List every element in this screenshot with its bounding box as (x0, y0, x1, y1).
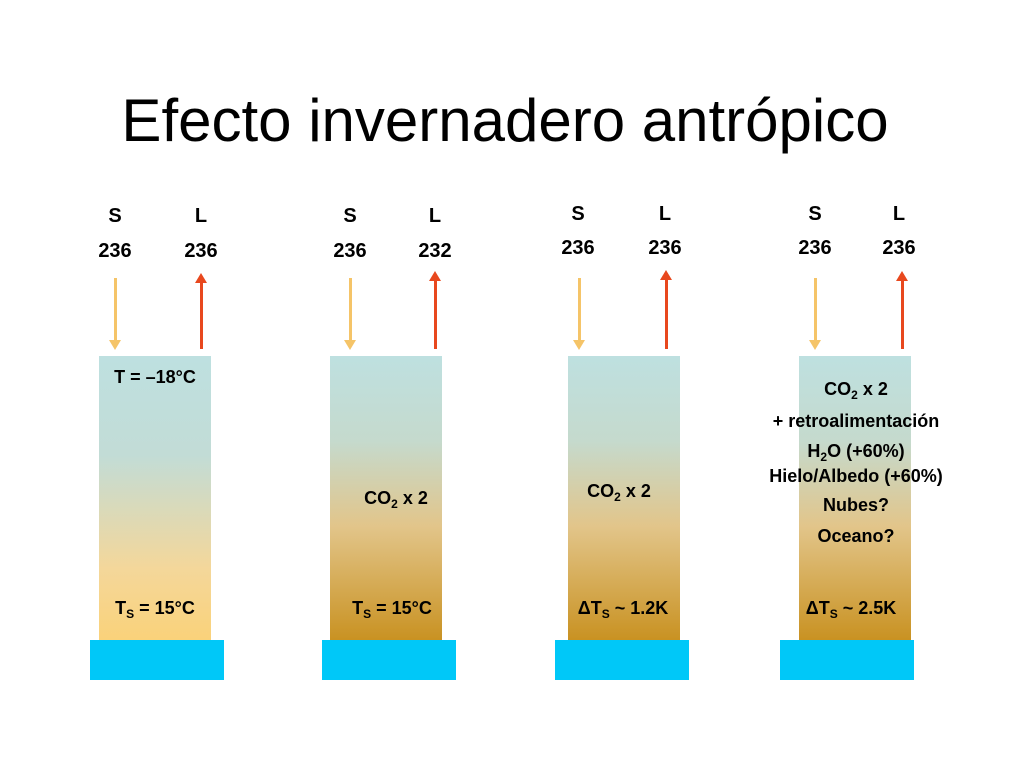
longwave-label: L (428, 205, 442, 227)
longwave-arrow-up-icon (195, 273, 207, 349)
longwave-value: 236 (184, 240, 218, 262)
longwave-label: L (658, 203, 672, 225)
co2-label: CO2 x 2 (824, 379, 888, 402)
surface-base (555, 640, 689, 680)
solar-arrow-down-icon (109, 278, 121, 350)
co2-label: CO2 x 2 (587, 481, 651, 504)
surface-temperature-label: TS = 15°C (352, 598, 432, 621)
longwave-value: 236 (882, 237, 916, 259)
co2-label: CO2 x 2 (364, 488, 428, 511)
atmosphere-column (330, 356, 442, 640)
longwave-arrow-up-icon (896, 271, 908, 349)
atmosphere-column (99, 356, 211, 640)
panel-3: S L 236 236 CO2 x 2 ΔTS ~ 1.2K (546, 0, 726, 768)
surface-base (780, 640, 914, 680)
atmosphere-column (568, 356, 680, 640)
panel-4: S L 236 236 CO2 x 2 + retroalimentación … (769, 0, 960, 768)
surface-temperature-label: TS = 15°C (115, 598, 195, 621)
solar-value: 236 (333, 240, 367, 262)
longwave-label: L (194, 205, 208, 227)
longwave-label: L (892, 203, 906, 225)
solar-arrow-down-icon (809, 278, 821, 350)
longwave-value: 232 (418, 240, 452, 262)
feedback-label: + retroalimentación (772, 411, 940, 431)
surface-base (322, 640, 456, 680)
solar-value: 236 (98, 240, 132, 262)
solar-label: S (808, 203, 822, 225)
panel-1: S L 236 236 T = –18°C TS = 15°C (80, 0, 260, 768)
temperature-label: T = –18°C (114, 367, 196, 387)
clouds-label: Nubes? (822, 495, 889, 515)
solar-label: S (108, 205, 122, 227)
longwave-arrow-up-icon (429, 271, 441, 349)
longwave-arrow-up-icon (660, 270, 672, 349)
h2o-label: H2O (+60%) (807, 441, 905, 464)
surface-base (90, 640, 224, 680)
panel-2: S L 236 232 CO2 x 2 TS = 15°C (312, 0, 492, 768)
slide-title: Efecto invernadero antrópico (121, 87, 889, 154)
atmosphere-column (799, 356, 911, 640)
delta-temperature-label: ΔTS ~ 1.2K (577, 598, 669, 621)
solar-value: 236 (561, 237, 595, 259)
longwave-value: 236 (648, 237, 682, 259)
delta-temperature-label: ΔTS ~ 2.5K (805, 598, 897, 621)
solar-label: S (343, 205, 357, 227)
solar-arrow-down-icon (344, 278, 356, 350)
solar-label: S (571, 203, 585, 225)
ocean-label: Oceano? (817, 526, 895, 546)
ice-albedo-label: Hielo/Albedo (+60%) (769, 466, 943, 486)
solar-arrow-down-icon (573, 278, 585, 350)
solar-value: 236 (798, 237, 832, 259)
